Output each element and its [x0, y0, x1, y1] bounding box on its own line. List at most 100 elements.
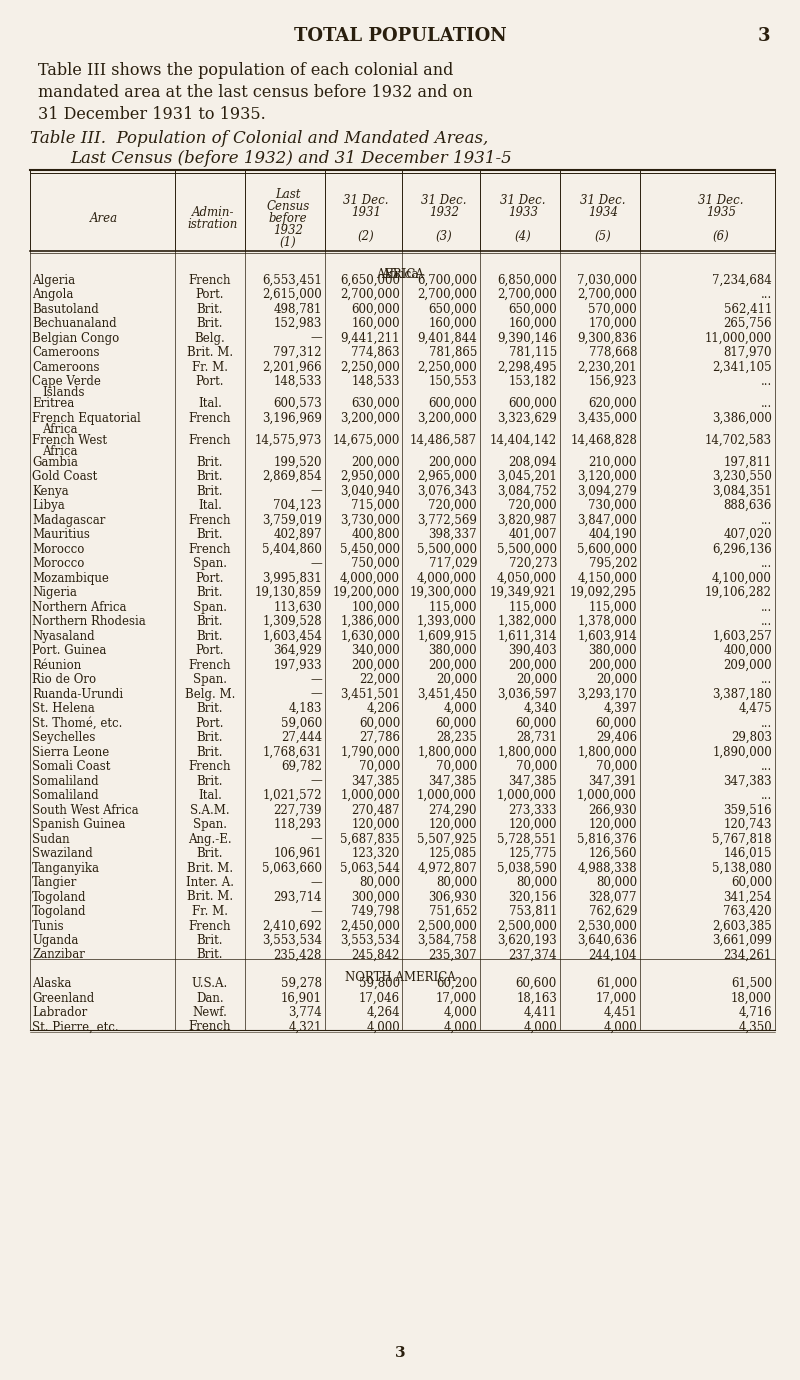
Text: Brit.: Brit.: [197, 302, 223, 316]
Text: 9,401,844: 9,401,844: [418, 331, 477, 345]
Text: 1,386,000: 1,386,000: [340, 615, 400, 628]
Text: 4,411: 4,411: [523, 1006, 557, 1018]
Text: Brit. M.: Brit. M.: [187, 346, 233, 359]
Text: 80,000: 80,000: [436, 876, 477, 889]
Text: 4,206: 4,206: [366, 702, 400, 715]
Text: Port. Guinea: Port. Guinea: [32, 644, 106, 657]
Text: Somaliland: Somaliland: [32, 774, 98, 788]
Text: Bechuanaland: Bechuanaland: [32, 317, 117, 330]
Text: 1,768,631: 1,768,631: [262, 745, 322, 759]
Text: Table III.  Population of Colonial and Mandated Areas,: Table III. Population of Colonial and Ma…: [30, 130, 488, 148]
Text: 156,923: 156,923: [589, 375, 637, 388]
Text: 17,000: 17,000: [436, 991, 477, 1005]
Text: 562,411: 562,411: [724, 302, 772, 316]
Text: 60,600: 60,600: [516, 977, 557, 989]
Text: 720,000: 720,000: [428, 500, 477, 512]
Text: 60,000: 60,000: [358, 716, 400, 730]
Text: Swaziland: Swaziland: [32, 847, 93, 860]
Text: —: —: [310, 484, 322, 498]
Text: 817,970: 817,970: [723, 346, 772, 359]
Text: 4,397: 4,397: [603, 702, 637, 715]
Text: Morocco: Morocco: [32, 542, 84, 556]
Text: 4,475: 4,475: [738, 702, 772, 715]
Text: Libya: Libya: [32, 500, 65, 512]
Text: 4,000: 4,000: [443, 1006, 477, 1018]
Text: 234,261: 234,261: [724, 948, 772, 962]
Text: 5,767,818: 5,767,818: [712, 832, 772, 846]
Text: 1,800,000: 1,800,000: [418, 745, 477, 759]
Text: 237,374: 237,374: [508, 948, 557, 962]
Text: 200,000: 200,000: [588, 658, 637, 672]
Text: 1,021,572: 1,021,572: [262, 789, 322, 802]
Text: 115,000: 115,000: [509, 600, 557, 614]
Text: Dan.: Dan.: [196, 991, 224, 1005]
Text: 5,600,000: 5,600,000: [577, 542, 637, 556]
Text: 293,714: 293,714: [274, 890, 322, 904]
Text: Madagascar: Madagascar: [32, 513, 106, 527]
Text: 1,800,000: 1,800,000: [578, 745, 637, 759]
Text: Northern Rhodesia: Northern Rhodesia: [32, 615, 146, 628]
Text: 106,961: 106,961: [274, 847, 322, 860]
Text: Admin-: Admin-: [192, 206, 234, 219]
Text: 160,000: 160,000: [428, 317, 477, 330]
Text: 4,000: 4,000: [366, 1020, 400, 1034]
Text: 3,036,597: 3,036,597: [497, 687, 557, 701]
Text: 3,820,987: 3,820,987: [498, 513, 557, 527]
Text: 380,000: 380,000: [428, 644, 477, 657]
Text: 4,716: 4,716: [738, 1006, 772, 1018]
Text: ...: ...: [761, 375, 772, 388]
Text: Brit.: Brit.: [197, 317, 223, 330]
Text: (2): (2): [358, 230, 374, 243]
Text: South West Africa: South West Africa: [32, 803, 138, 817]
Text: 60,000: 60,000: [730, 876, 772, 889]
Text: Tanganyika: Tanganyika: [32, 861, 100, 875]
Text: 148,533: 148,533: [351, 375, 400, 388]
Text: 1,309,528: 1,309,528: [262, 615, 322, 628]
Text: 123,320: 123,320: [352, 847, 400, 860]
Text: Brit.: Brit.: [197, 615, 223, 628]
Text: 2,965,000: 2,965,000: [417, 471, 477, 483]
Text: 200,000: 200,000: [428, 658, 477, 672]
Text: 3,451,450: 3,451,450: [417, 687, 477, 701]
Text: Area: Area: [90, 213, 118, 225]
Text: 2,500,000: 2,500,000: [417, 919, 477, 933]
Text: 4,000: 4,000: [443, 1020, 477, 1034]
Text: 7,030,000: 7,030,000: [577, 273, 637, 287]
Text: Ital.: Ital.: [198, 397, 222, 410]
Text: Port.: Port.: [196, 644, 224, 657]
Text: Brit.: Brit.: [197, 484, 223, 498]
Text: 27,786: 27,786: [359, 731, 400, 744]
Text: 306,930: 306,930: [428, 890, 477, 904]
Text: 113,630: 113,630: [274, 600, 322, 614]
Text: 1,790,000: 1,790,000: [340, 745, 400, 759]
Text: 14,468,828: 14,468,828: [570, 433, 637, 447]
Text: 390,403: 390,403: [508, 644, 557, 657]
Text: French: French: [189, 513, 231, 527]
Text: Somali Coast: Somali Coast: [32, 760, 110, 773]
Text: 5,404,860: 5,404,860: [262, 542, 322, 556]
Text: mandated area at the last census before 1932 and on: mandated area at the last census before …: [38, 84, 473, 101]
Text: 1,603,914: 1,603,914: [578, 629, 637, 643]
Text: (3): (3): [436, 230, 452, 243]
Text: 115,000: 115,000: [429, 600, 477, 614]
Text: Africa: Africa: [42, 422, 78, 436]
Text: Ruanda-Urundi: Ruanda-Urundi: [32, 687, 123, 701]
Text: 2,500,000: 2,500,000: [497, 919, 557, 933]
Text: Brit.: Brit.: [197, 847, 223, 860]
Text: 2,201,966: 2,201,966: [262, 360, 322, 374]
Text: 197,933: 197,933: [274, 658, 322, 672]
Text: 18,000: 18,000: [731, 991, 772, 1005]
Text: 4,321: 4,321: [289, 1020, 322, 1034]
Text: 2,700,000: 2,700,000: [497, 288, 557, 301]
Text: French: French: [189, 411, 231, 425]
Text: —: —: [310, 832, 322, 846]
Text: 5,728,551: 5,728,551: [498, 832, 557, 846]
Text: Belgian Congo: Belgian Congo: [32, 331, 119, 345]
Text: 80,000: 80,000: [516, 876, 557, 889]
Text: Fr. M.: Fr. M.: [192, 360, 228, 374]
Text: 749,798: 749,798: [351, 905, 400, 918]
Text: 31 Dec.: 31 Dec.: [343, 195, 389, 207]
Text: Cape Verde: Cape Verde: [32, 375, 101, 388]
Text: 19,300,000: 19,300,000: [410, 586, 477, 599]
Text: 3,620,193: 3,620,193: [498, 934, 557, 947]
